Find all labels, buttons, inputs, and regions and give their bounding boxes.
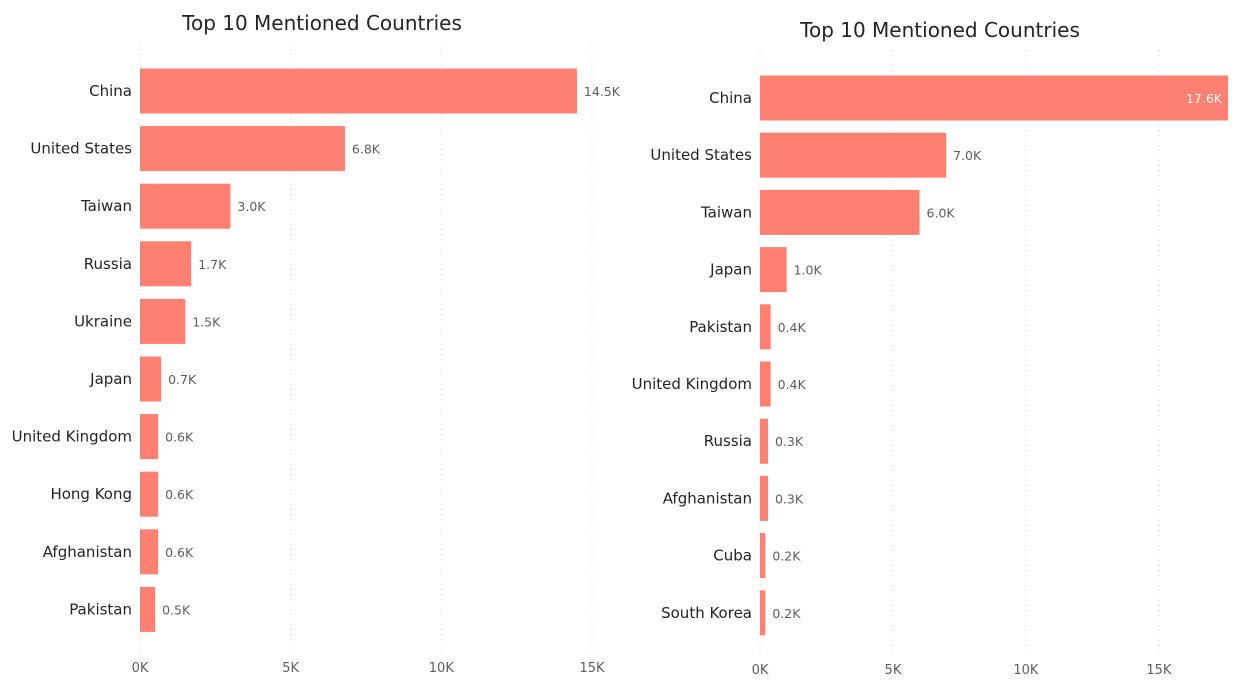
right-category-label-china: China [709,89,752,107]
right-bar-united-states[interactable] [760,132,947,178]
right-data-label-taiwan: 6.0K [927,205,956,220]
right-bar-afghanistan[interactable] [760,475,768,521]
right-category-label-south-korea: South Korea [661,604,752,622]
left-chart-title: Top 10 Mentioned Countries [181,11,462,35]
left-data-label-united-kingdom: 0.6K [165,430,194,445]
left-chart-x-tick-label: 0K [132,661,149,676]
left-bar-hong-kong[interactable] [140,471,159,517]
left-category-label-china: China [89,82,132,100]
left-data-label-japan: 0.7K [168,372,197,387]
left-bar-united-states[interactable] [140,126,345,172]
left-bar-united-kingdom[interactable] [140,414,159,460]
right-category-label-russia: Russia [704,432,752,450]
left-data-label-russia: 1.7K [198,257,227,272]
left-category-label-ukraine: Ukraine [74,312,132,330]
left-data-label-china: 14.5K [584,84,621,99]
right-bar-united-kingdom[interactable] [760,361,771,407]
right-category-label-japan: Japan [709,261,752,279]
left-chart-x-tick-label: 15K [579,661,605,676]
right-data-label-south-korea: 0.2K [772,606,801,621]
left-data-label-pakistan: 0.5K [162,602,191,617]
left-category-label-united-kingdom: United Kingdom [12,428,132,446]
left-category-label-pakistan: Pakistan [69,600,132,618]
right-data-label-china: 17.6K [1186,91,1223,106]
left-bar-russia[interactable] [140,241,192,287]
left-chart-x-tick-label: 10K [429,661,455,676]
right-data-label-afghanistan: 0.3K [775,491,804,506]
left-chart-x-tick-label: 5K [282,661,299,676]
left-category-label-afghanistan: Afghanistan [43,543,132,561]
left-data-label-united-states: 6.8K [352,142,381,157]
right-bar-japan[interactable] [760,247,787,293]
right-data-label-russia: 0.3K [775,434,804,449]
left-chart-data-labels: 14.5K 6.8K 3.0K 1.7K 1.5K 0.7K 0.6K 0.6K 0.6K 0.5… [162,84,621,617]
left-bar-china[interactable] [140,68,577,114]
left-bar-japan[interactable] [140,356,162,402]
right-data-label-united-states: 7.0K [953,148,982,163]
right-data-label-united-kingdom: 0.4K [778,377,807,392]
right-chart-x-tick-label: 10K [1013,663,1039,678]
right-category-label-taiwan: Taiwan [700,203,752,221]
left-data-label-taiwan: 3.0K [237,199,266,214]
left-bar-ukraine[interactable] [140,298,186,344]
left-chart-x-tick-labels: 0K 5K 10K 15K [132,661,605,676]
right-chart-x-tick-label: 5K [885,663,902,678]
right-bar-pakistan[interactable] [760,304,771,350]
left-bar-pakistan[interactable] [140,586,156,632]
left-category-label-taiwan: Taiwan [80,197,132,215]
left-category-label-japan: Japan [89,370,132,388]
left-data-label-afghanistan: 0.6K [165,545,194,560]
right-data-label-japan: 1.0K [794,263,823,278]
right-chart-x-tick-labels: 0K 5K 10K 15K [752,663,1172,678]
right-data-label-cuba: 0.2K [772,549,801,564]
right-data-label-pakistan: 0.4K [778,320,807,335]
right-chart-category-labels: China United States Taiwan Japan Pakistan Uni… [632,89,753,622]
right-chart-data-labels: 17.6K 7.0K 6.0K 1.0K 0.4K 0.4K 0.3K 0.3K 0.2K 0.2… [772,91,1222,621]
right-category-label-united-kingdom: United Kingdom [632,375,752,393]
left-category-label-hong-kong: Hong Kong [50,485,132,503]
left-data-label-ukraine: 1.5K [192,314,221,329]
right-chart-bars [760,75,1228,636]
right-bar-taiwan[interactable] [760,189,920,235]
right-category-label-pakistan: Pakistan [689,318,752,336]
left-category-label-united-states: United States [30,140,132,158]
right-category-label-cuba: Cuba [713,547,752,565]
right-category-label-united-states: United States [650,146,752,164]
right-bar-russia[interactable] [760,418,768,464]
right-bar-chart: Top 10 Mentioned Countries China United S… [632,18,1228,678]
right-chart-title: Top 10 Mentioned Countries [799,18,1080,42]
left-category-label-russia: Russia [84,255,132,273]
left-data-label-hong-kong: 0.6K [165,487,194,502]
right-category-label-afghanistan: Afghanistan [663,489,752,507]
left-chart-bars [140,68,577,632]
left-bar-taiwan[interactable] [140,183,231,229]
right-chart-x-tick-label: 0K [752,663,769,678]
left-chart-category-labels: China United States Taiwan Russia Ukraine Jap… [12,82,133,618]
right-bar-china[interactable] [760,75,1228,121]
left-bar-afghanistan[interactable] [140,529,159,575]
right-bar-cuba[interactable] [760,533,766,579]
right-chart-x-tick-label: 15K [1146,663,1172,678]
left-bar-chart: Top 10 Mentioned Countries China United S… [12,11,621,676]
right-bar-south-korea[interactable] [760,590,766,636]
